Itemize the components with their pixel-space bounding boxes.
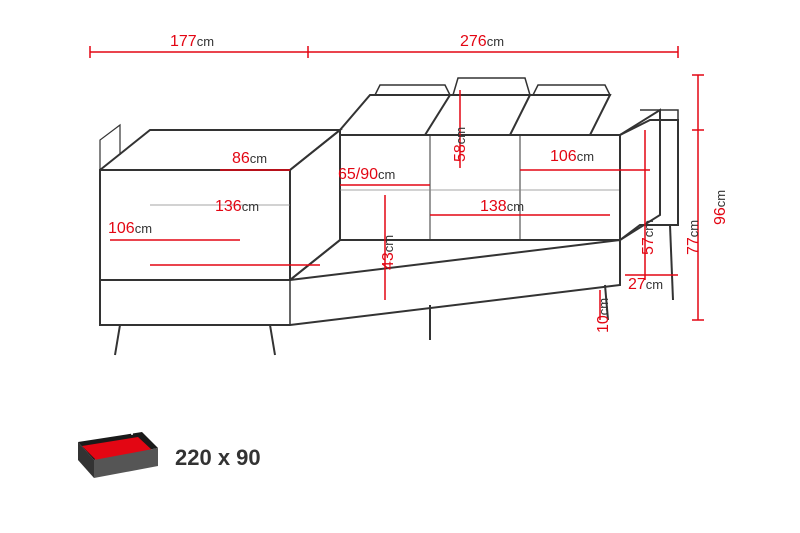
dim-top-right: 276cm — [460, 33, 504, 51]
dim-seat-43: 43cm — [380, 235, 398, 270]
dim-backrest-58: 58cm — [452, 127, 470, 162]
dim-leg-10: 10cm — [595, 298, 613, 333]
bed-icon — [70, 420, 165, 490]
dim-65-90: 65/90cm — [338, 166, 395, 184]
dim-right-106: 106cm — [550, 148, 594, 166]
dim-top-left: 177cm — [170, 33, 214, 51]
dim-arm-27: 27cm — [628, 276, 663, 294]
dim-chaise-136: 136cm — [215, 198, 259, 216]
dim-chaise-106: 106cm — [108, 220, 152, 238]
dim-seat-138: 138cm — [480, 198, 524, 216]
dim-total-height: 96cm — [712, 190, 730, 225]
dim-chaise-86: 86cm — [232, 150, 267, 168]
sofa-outline — [80, 40, 720, 380]
dim-back-height: 77cm — [685, 220, 703, 255]
dim-arm-57: 57cm — [640, 220, 658, 255]
sofa-diagram: 177cm 276cm 96cm 77cm 106cm 86cm 136cm 5… — [80, 40, 720, 370]
bed-dimensions-label: 220 x 90 — [175, 445, 261, 471]
